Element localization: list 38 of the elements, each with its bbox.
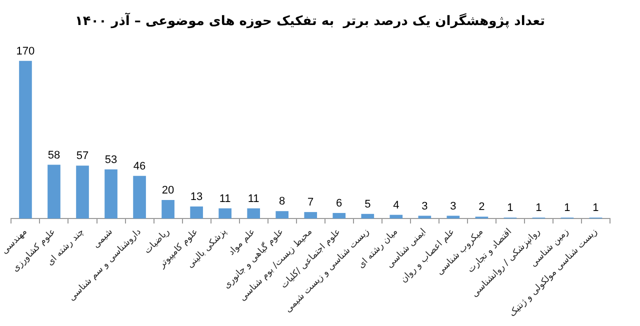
data-label: 6 <box>336 198 342 210</box>
data-label: 46 <box>133 160 146 172</box>
data-label: 1 <box>507 202 514 214</box>
bar <box>218 208 232 219</box>
x-tick-label: شیمی <box>91 227 115 250</box>
data-label: 11 <box>219 192 231 205</box>
bar <box>418 216 432 219</box>
data-label: 5 <box>364 198 371 210</box>
data-label: 13 <box>190 191 203 204</box>
data-label: 1 <box>564 202 570 214</box>
data-label: 2 <box>478 201 485 214</box>
data-label: 3 <box>450 200 456 212</box>
data-label: 3 <box>422 200 428 212</box>
bar <box>48 164 60 219</box>
bar <box>247 208 260 219</box>
data-label: 57 <box>76 150 89 162</box>
data-label: 20 <box>162 184 174 197</box>
data-label: 1 <box>536 202 542 214</box>
data-label: 4 <box>393 199 400 212</box>
bar <box>332 212 346 219</box>
data-label: 7 <box>308 196 314 209</box>
bar <box>76 166 89 219</box>
bar <box>133 176 146 219</box>
data-label: 170 <box>16 45 35 58</box>
data-label: 8 <box>279 196 286 208</box>
bar <box>104 169 118 219</box>
bar <box>19 60 32 219</box>
data-label: 1 <box>592 202 599 214</box>
bar <box>304 212 318 219</box>
bar <box>190 206 203 219</box>
data-label: 11 <box>248 192 260 205</box>
bar <box>276 211 289 219</box>
bar <box>361 214 374 219</box>
chart-title: تعداد پژوهشگران یک درصد برتر به تفکیک حوزه های موضوعی – آذر ۱۴۰۰ <box>74 12 546 30</box>
bar <box>162 200 174 219</box>
data-label: 58 <box>48 149 60 162</box>
data-label: 53 <box>104 154 118 166</box>
bar <box>390 214 403 219</box>
